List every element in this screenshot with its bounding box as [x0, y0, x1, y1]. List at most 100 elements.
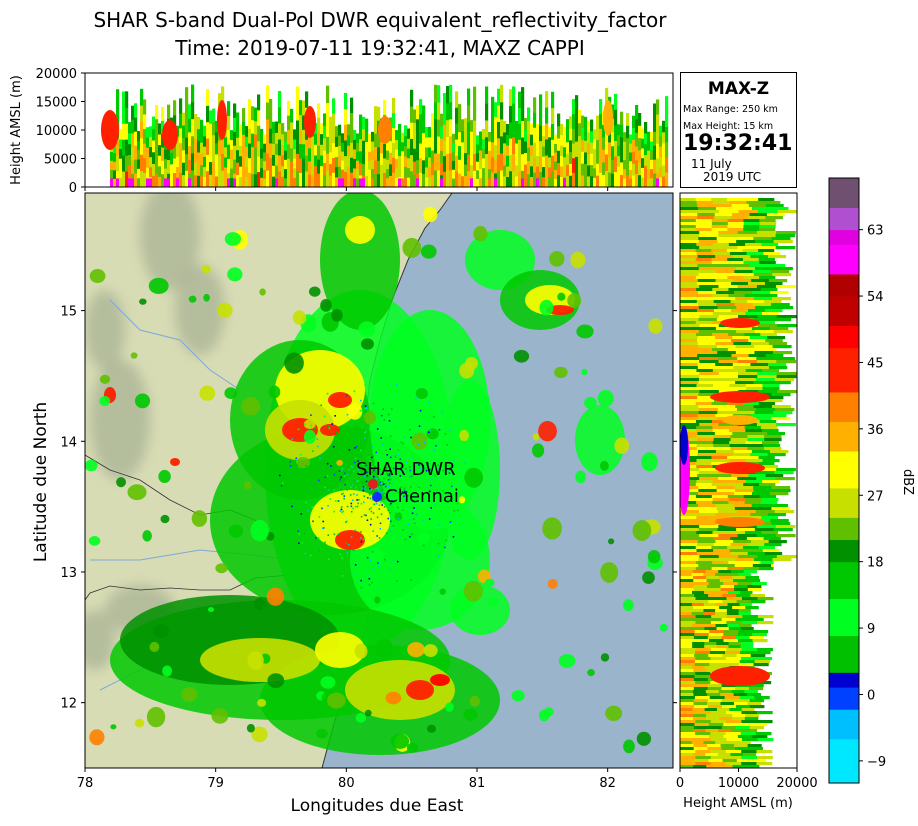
horiz-row	[748, 747, 763, 751]
horiz-row	[711, 495, 729, 499]
horiz-row	[693, 606, 707, 610]
echo-speck	[351, 484, 354, 487]
vert-column	[128, 132, 132, 145]
echo-speck	[453, 509, 456, 512]
vert-column	[266, 153, 270, 171]
vert-column	[503, 153, 507, 166]
colorbar-step	[829, 613, 859, 622]
vert-column	[650, 131, 654, 142]
colorbar-step	[829, 510, 859, 518]
horiz-row	[759, 420, 777, 424]
vert-column	[518, 171, 522, 187]
vert-column	[317, 159, 321, 174]
horiz-row	[707, 684, 723, 688]
horiz-row	[769, 504, 788, 508]
horiz-row	[728, 561, 745, 565]
horiz-row	[741, 756, 758, 760]
horiz-row	[680, 741, 693, 745]
vert-column	[617, 155, 621, 167]
horiz-row	[680, 708, 693, 712]
horiz-row	[749, 726, 765, 730]
vert-column	[572, 128, 576, 144]
vert-column	[470, 131, 474, 143]
horiz-row	[743, 219, 760, 223]
vert-column	[221, 170, 225, 187]
vert-column	[578, 122, 582, 137]
horiz-row	[695, 732, 711, 736]
vert-column	[401, 168, 405, 179]
colorbar-step	[829, 399, 859, 408]
vert-column	[152, 128, 156, 141]
echo-speck	[330, 465, 332, 467]
horiz-row	[680, 372, 700, 376]
vert-column	[314, 154, 318, 167]
horiz-row	[729, 387, 747, 391]
echo-cell	[127, 484, 147, 501]
y-tick-label: 15	[60, 305, 77, 320]
horiz-row	[680, 303, 699, 307]
echo-speck	[350, 510, 353, 513]
echo-speck	[377, 485, 380, 487]
vert-column	[584, 151, 588, 165]
vert-column	[596, 175, 600, 187]
horiz-row	[736, 240, 756, 244]
horiz-row	[718, 534, 739, 538]
vert-column	[269, 128, 273, 144]
horiz-row	[698, 270, 717, 274]
echo-speck	[363, 514, 366, 516]
top-y-tick-label: 0	[69, 181, 77, 196]
echo-speck	[388, 475, 391, 477]
echo-speck	[396, 560, 399, 563]
vert-column	[239, 166, 243, 178]
vert-column	[422, 173, 426, 187]
horiz-row	[711, 462, 728, 466]
vert-column	[512, 136, 516, 154]
colorbar-tick-label: 18	[867, 556, 884, 571]
horiz-row	[696, 294, 713, 298]
horiz-row	[747, 309, 766, 313]
horiz-row	[712, 243, 730, 247]
horiz-row	[750, 654, 766, 658]
vert-column	[440, 162, 444, 176]
horiz-row	[714, 213, 733, 217]
vert-column	[209, 161, 213, 175]
echo-cell	[558, 654, 576, 668]
vert-column	[158, 134, 162, 146]
horiz-row	[717, 306, 737, 310]
horiz-row	[730, 300, 748, 304]
echo-speck	[409, 476, 412, 479]
vert-column	[563, 136, 567, 148]
horiz-row	[770, 270, 790, 274]
echo-speck	[352, 507, 354, 510]
horiz-row	[680, 567, 697, 571]
horiz-row	[695, 615, 712, 619]
horiz-row	[752, 633, 767, 637]
vert-column	[344, 171, 348, 187]
vert-column	[629, 169, 633, 179]
vert-column	[521, 103, 525, 121]
horiz-row	[680, 336, 698, 340]
horiz-row	[736, 528, 756, 532]
low-core	[167, 178, 170, 187]
echo-speck	[369, 487, 371, 490]
vert-column	[437, 85, 441, 103]
vert-column	[179, 127, 183, 144]
echo-speck	[442, 490, 444, 492]
vert-column	[230, 177, 234, 187]
vert-column	[344, 155, 348, 172]
echo-speck	[380, 413, 383, 415]
vert-column	[545, 155, 549, 172]
horiz-row	[705, 570, 719, 574]
colorbar-step	[829, 620, 859, 629]
vert-column	[131, 119, 135, 134]
vert-column	[194, 162, 198, 176]
echo-cell	[423, 644, 438, 658]
vert-column	[287, 115, 291, 131]
vert-column	[584, 140, 588, 153]
horiz-row	[745, 384, 763, 388]
horiz-row	[731, 729, 745, 733]
echo-speck	[409, 429, 411, 431]
echo-cell	[420, 244, 437, 259]
echo-speck	[374, 464, 376, 466]
vert-column	[371, 177, 375, 187]
